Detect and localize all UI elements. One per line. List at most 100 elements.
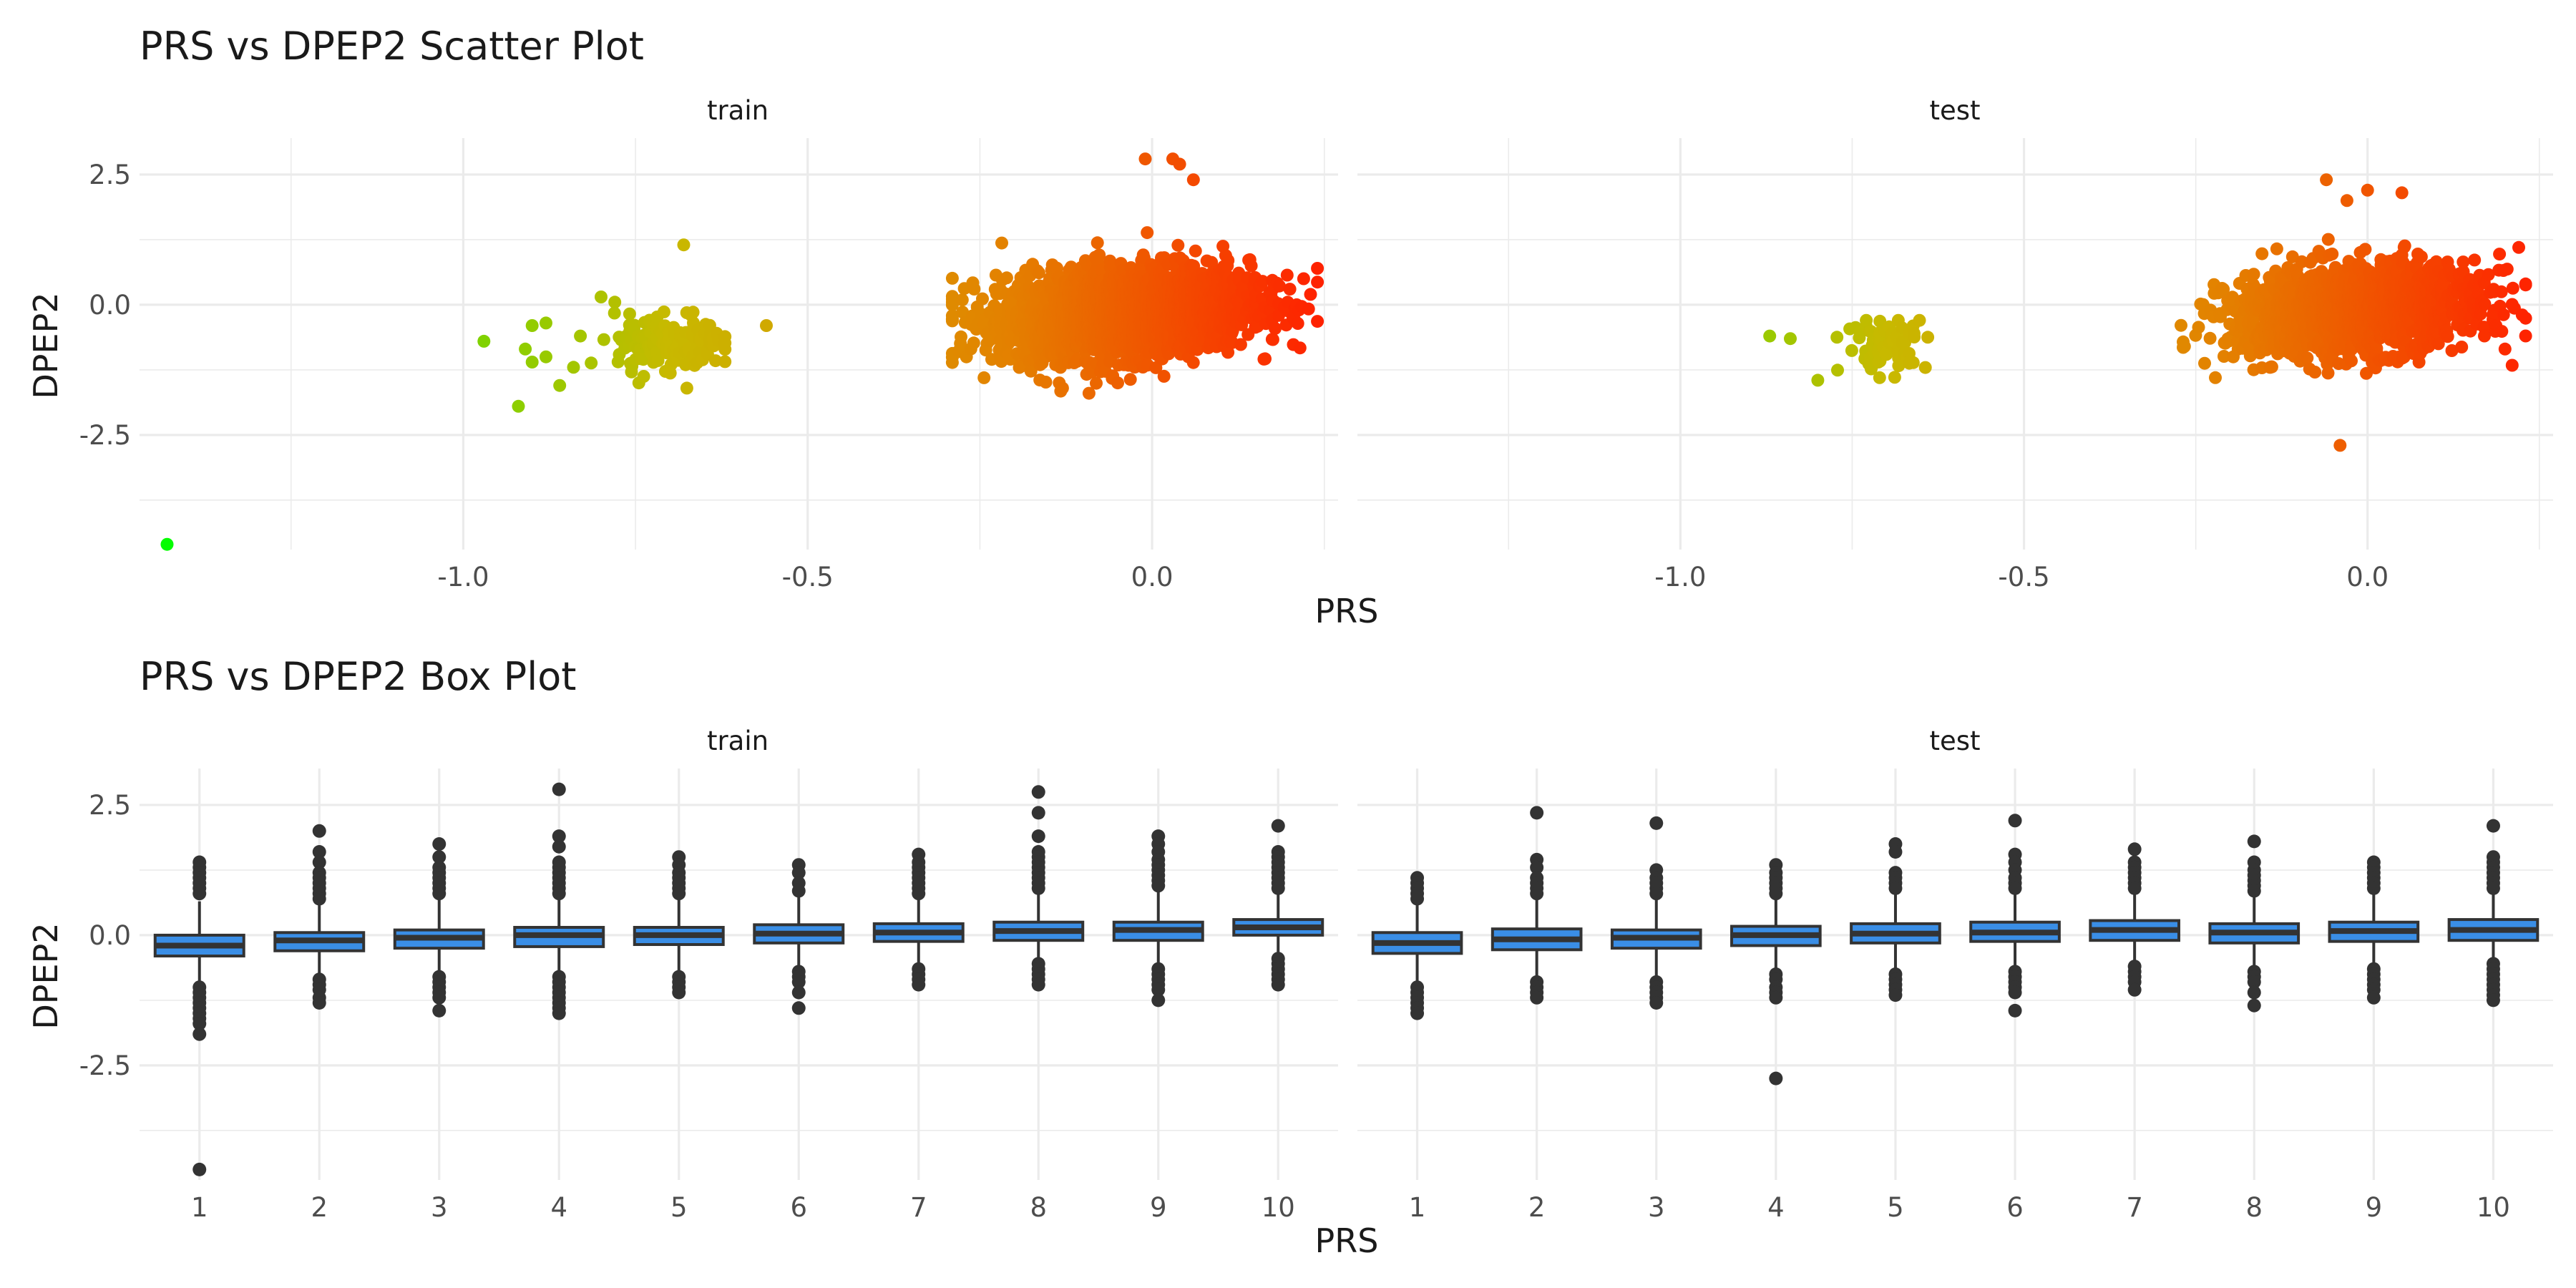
outlier-point bbox=[1151, 879, 1166, 893]
outlier-point bbox=[1649, 816, 1664, 830]
scatter-train-point bbox=[1283, 283, 1297, 296]
boxplot-train-box-8 bbox=[992, 785, 1085, 992]
scatter-test-point bbox=[2255, 247, 2269, 260]
outlier-point bbox=[1031, 806, 1045, 820]
boxplot-strip-test: test bbox=[1929, 726, 1980, 756]
scatter-test-point bbox=[2519, 329, 2532, 343]
scatter-train-point bbox=[1082, 386, 1096, 400]
outlier-point bbox=[1649, 996, 1664, 1010]
outlier-point bbox=[2247, 884, 2261, 898]
boxplot-x-axis-label: PRS bbox=[1315, 1221, 1379, 1260]
outlier-point bbox=[1271, 819, 1285, 833]
boxplot-train-x-tick-label: 6 bbox=[790, 1192, 807, 1223]
scatter-train-point bbox=[567, 361, 580, 374]
outlier-point bbox=[1031, 977, 1045, 992]
scatter-test-point bbox=[2493, 248, 2507, 261]
outlier-point bbox=[2008, 985, 2022, 1000]
scatter-test-point bbox=[2495, 325, 2509, 338]
scatter-train-point bbox=[1311, 275, 1324, 289]
boxplot-train-box-9 bbox=[1112, 829, 1204, 1008]
boxplot-test-x-tick-label: 3 bbox=[1648, 1192, 1665, 1223]
scatter-test-point bbox=[2506, 281, 2519, 295]
boxplot-test-box-8 bbox=[2208, 834, 2301, 1013]
scatter-test-point bbox=[2326, 248, 2339, 260]
scatter-train-x-tick-label: 0.0 bbox=[1131, 562, 1174, 592]
outlier-point bbox=[791, 985, 806, 1000]
scatter-train-point bbox=[1090, 376, 1103, 390]
outlier-point bbox=[432, 1003, 447, 1018]
scatter-test-point bbox=[2203, 331, 2217, 345]
scatter-train-point bbox=[1293, 341, 1307, 355]
scatter-train-point bbox=[1269, 322, 1282, 335]
scatter-train-point bbox=[637, 370, 650, 383]
scatter-test-point bbox=[2247, 268, 2260, 281]
scatter-train-point bbox=[680, 381, 693, 395]
outlier-point bbox=[1271, 977, 1285, 992]
scatter-test-point bbox=[2270, 242, 2283, 255]
scatter-train-point bbox=[1091, 236, 1104, 250]
scatter-train-point bbox=[1138, 152, 1152, 166]
scatter-train-point bbox=[1141, 226, 1154, 240]
scatter-train-point bbox=[519, 342, 532, 356]
scatter-test-point bbox=[2192, 321, 2205, 334]
scatter-train-point bbox=[1280, 268, 1294, 282]
scatter-test-point bbox=[2321, 233, 2335, 246]
outlier-point bbox=[2008, 814, 2022, 828]
scatter-train-point bbox=[1311, 315, 1324, 328]
scatter-test-point bbox=[2519, 311, 2532, 325]
scatter-x-axis-label: PRS bbox=[1315, 592, 1379, 630]
scatter-panel-train: -1.0 -0.5 0.02.50.0-2.5 bbox=[79, 138, 1338, 592]
scatter-train-point bbox=[977, 371, 991, 384]
outlier-point bbox=[791, 1001, 806, 1015]
boxplot-train-x-tick-label: 9 bbox=[1150, 1192, 1167, 1223]
scatter-test-point bbox=[1888, 371, 1901, 384]
scatter-train-point bbox=[945, 298, 959, 311]
boxplot-train-box-3 bbox=[393, 837, 485, 1018]
outlier-point bbox=[2486, 993, 2500, 1008]
scatter-strip-train: train bbox=[707, 95, 769, 126]
outlier-point bbox=[2247, 834, 2261, 849]
scatter-test-point bbox=[2398, 239, 2411, 253]
scatter-train-point bbox=[1302, 302, 1315, 316]
scatter-test-point bbox=[2512, 240, 2525, 254]
boxplot-train-y-tick-label: 0.0 bbox=[89, 920, 131, 951]
boxplot-test-x-tick-label: 4 bbox=[1767, 1192, 1785, 1223]
outlier-point bbox=[672, 985, 686, 1000]
scatter-test-point bbox=[1763, 329, 1777, 343]
scatter-train-point bbox=[540, 350, 552, 364]
scatter-test-point bbox=[1918, 361, 1932, 374]
outlier-point bbox=[2366, 881, 2381, 895]
outlier-point bbox=[912, 887, 926, 901]
outlier-point bbox=[432, 837, 447, 851]
outlier-point bbox=[1410, 892, 1425, 906]
outlier-point bbox=[2127, 881, 2142, 895]
outlier-point bbox=[1530, 990, 1544, 1005]
outlier-point bbox=[2127, 842, 2142, 857]
scatter-train-point bbox=[945, 314, 959, 328]
scatter-test-point bbox=[2198, 356, 2211, 370]
scatter-train-point bbox=[1221, 346, 1235, 359]
scatter-test-point bbox=[2301, 351, 2314, 365]
outlier-point bbox=[552, 1006, 566, 1020]
scatter-test-point bbox=[2494, 285, 2508, 298]
scatter-test-point bbox=[1913, 313, 1926, 327]
boxplot-test-box-9 bbox=[2328, 855, 2420, 1005]
scatter-train-point bbox=[995, 236, 1008, 250]
scatter-train-point bbox=[1039, 376, 1053, 389]
outlier-point bbox=[1888, 881, 1903, 895]
outlier-point bbox=[432, 887, 447, 901]
boxplot-train-x-tick-label: 7 bbox=[910, 1192, 927, 1223]
boxplot-train-x-tick-label: 2 bbox=[311, 1192, 328, 1223]
boxplot-test-x-tick-label: 7 bbox=[2126, 1192, 2143, 1223]
scatter-train-point bbox=[1205, 255, 1219, 269]
scatter-y-axis-label: DPEP2 bbox=[26, 292, 65, 399]
scatter-test-point bbox=[1830, 331, 1844, 344]
scatter-train-point bbox=[956, 306, 970, 319]
scatter-test-point bbox=[2265, 360, 2278, 374]
scatter-test-point bbox=[2361, 183, 2374, 197]
scatter-test-point bbox=[2209, 371, 2222, 384]
scatter-train-y-tick-label: 0.0 bbox=[89, 290, 131, 321]
scatter-train-point bbox=[1000, 271, 1013, 285]
outlier-point bbox=[552, 839, 566, 854]
scatter-title: PRS vs DPEP2 Scatter Plot bbox=[140, 24, 644, 69]
